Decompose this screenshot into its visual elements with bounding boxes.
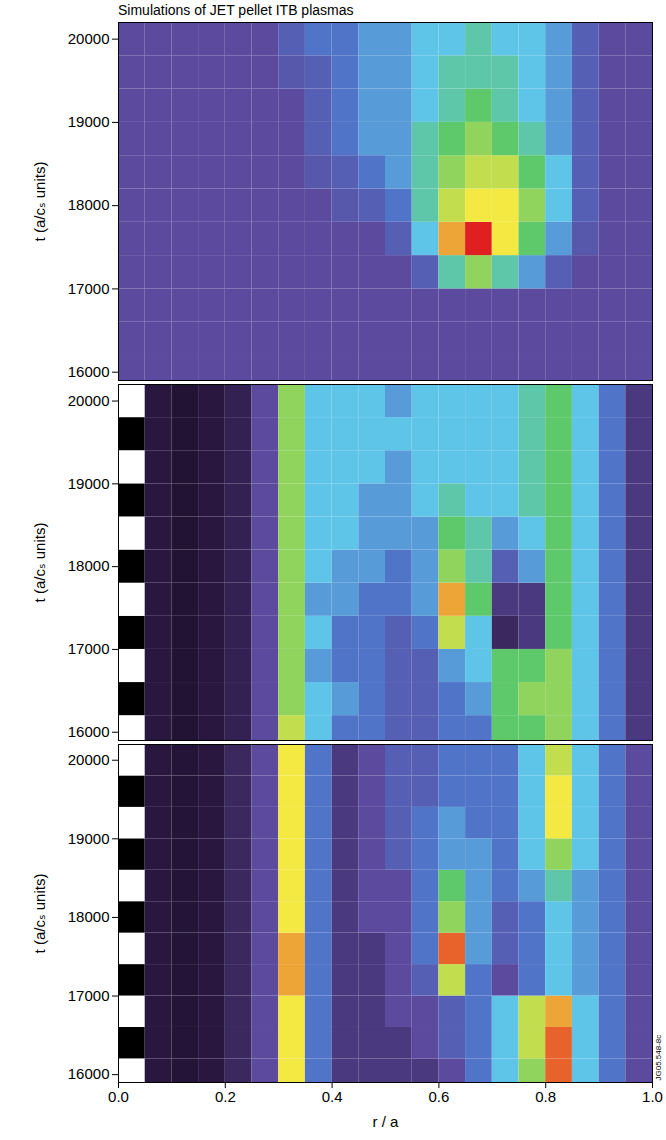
svg-text:r / a: r / a [373, 1113, 399, 1130]
svg-text:17000: 17000 [68, 987, 110, 1004]
svg-text:1.0: 1.0 [642, 1088, 663, 1105]
svg-text:0.8: 0.8 [535, 1088, 556, 1105]
svg-text:19000: 19000 [68, 830, 110, 847]
html-text:Simulations of JET pellet ITB: Simulations of JET pellet ITB plasmas [118, 2, 354, 18]
svg-text:20000: 20000 [68, 751, 110, 768]
svg-text:JG05.548-8c: JG05.548-8c [654, 1035, 663, 1081]
svg-text:16000: 16000 [68, 363, 110, 380]
svg-text:17000: 17000 [68, 640, 110, 657]
svg-text:19000: 19000 [68, 113, 110, 130]
svg-text:0.4: 0.4 [322, 1088, 343, 1105]
svg-text:0.6: 0.6 [428, 1088, 449, 1105]
svg-text:20000: 20000 [68, 392, 110, 409]
svg-text:16000: 16000 [68, 723, 110, 740]
svg-text:16000: 16000 [68, 1065, 110, 1082]
svg-text:18000: 18000 [68, 557, 110, 574]
svg-text:t (a/cₛ units): t (a/cₛ units) [31, 523, 48, 603]
svg-text:t (a/cₛ units): t (a/cₛ units) [31, 874, 48, 954]
svg-text:17000: 17000 [68, 280, 110, 297]
svg-text:20000: 20000 [68, 30, 110, 47]
svg-text:18000: 18000 [68, 908, 110, 925]
svg-text:t (a/cₛ units): t (a/cₛ units) [31, 162, 48, 242]
svg-text:19000: 19000 [68, 475, 110, 492]
svg-text:18000: 18000 [68, 196, 110, 213]
svg-text:0.0: 0.0 [108, 1088, 129, 1105]
svg-text:0.2: 0.2 [215, 1088, 236, 1105]
